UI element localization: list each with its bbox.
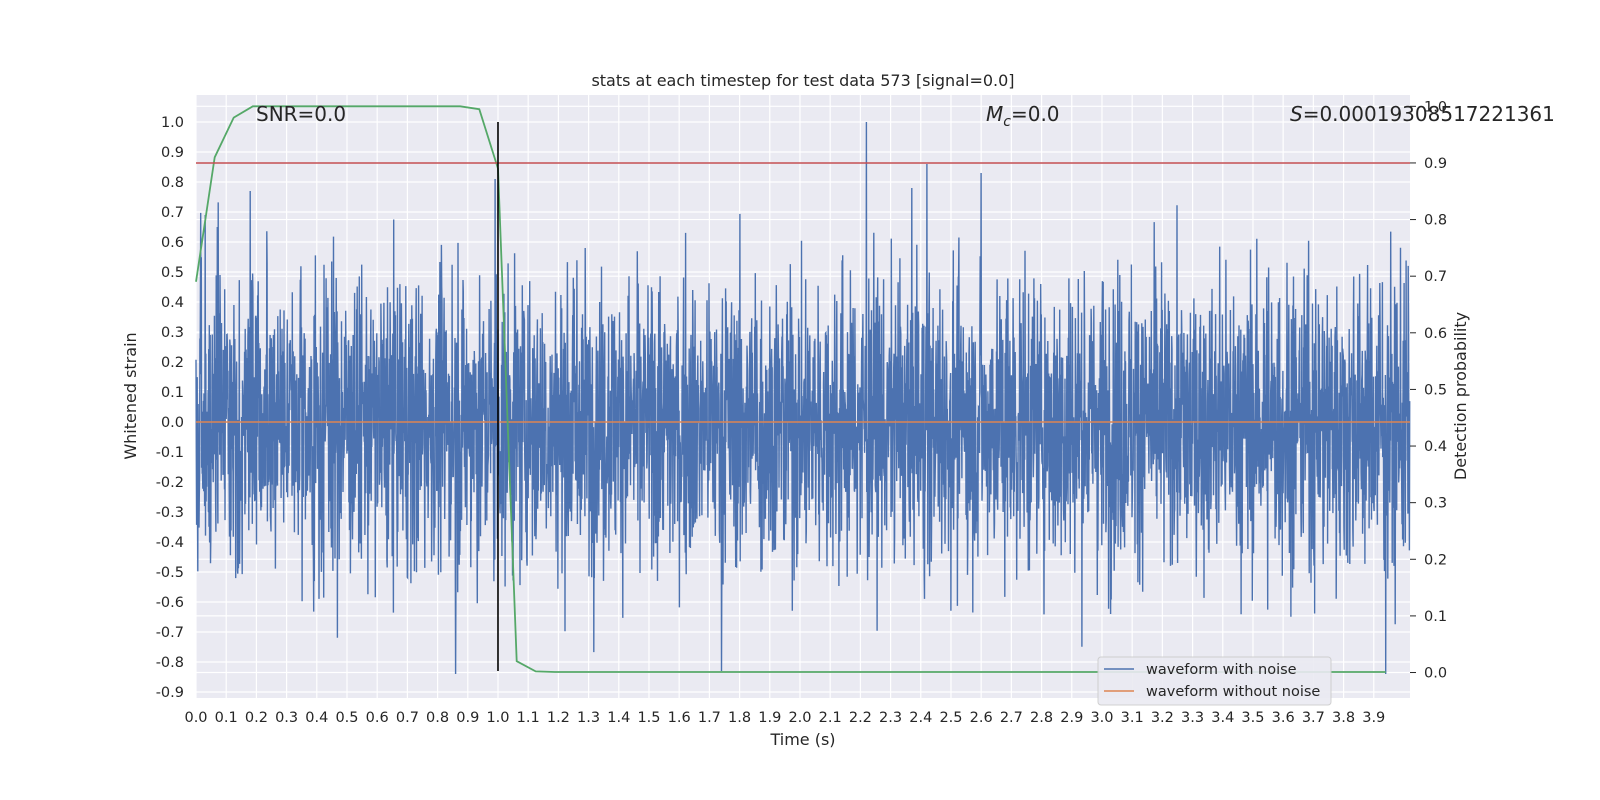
snr-annotation: SNR=0.0 (256, 102, 346, 126)
y2-tick-label: 0.4 (1424, 439, 1447, 455)
y-tick-label: 0.4 (161, 295, 184, 311)
mc-symbol: M (986, 102, 1003, 126)
y2-tick-label: 0.2 (1424, 552, 1447, 568)
y-tick-label: 0.2 (161, 355, 184, 371)
mc-value: =0.0 (1011, 102, 1060, 126)
y2-tick-label: 0.5 (1424, 382, 1447, 398)
s-statistic-annotation: S=0.00019308517221361 (1290, 102, 1555, 126)
x-tick-label: 0.0 (184, 710, 207, 726)
x-tick-label: 3.5 (1241, 710, 1264, 726)
x-tick-label: 2.1 (819, 710, 842, 726)
y2-tick-labels: 0.0 0.1 0.2 0.3 0.4 0.5 0.6 0.7 0.8 0.9 1.0 (1410, 99, 1447, 682)
y-tick-label: -0.2 (156, 475, 184, 491)
x-tick-label: 1.4 (607, 710, 630, 726)
x-tick-label: 0.2 (245, 710, 268, 726)
x-tick-labels: 0.0 0.1 0.2 0.3 0.4 0.5 0.6 0.7 0.8 0.9 1.0 1.1 1.2 1… (184, 710, 1385, 726)
x-tick-label: 1.6 (668, 710, 691, 726)
x-tick-label: 2.3 (879, 710, 902, 726)
y-tick-label: -0.5 (156, 565, 184, 581)
x-tick-label: 0.8 (426, 710, 449, 726)
x-tick-label: 1.0 (486, 710, 509, 726)
y-tick-label: 0.6 (161, 235, 184, 251)
y-tick-label: -0.1 (156, 445, 184, 461)
y-tick-label: 0.0 (161, 415, 184, 431)
x-tick-label: 3.7 (1302, 710, 1325, 726)
y-tick-label: -0.3 (156, 505, 184, 521)
x-tick-label: 0.6 (366, 710, 389, 726)
x-tick-label: 1.9 (758, 710, 781, 726)
y-tick-label: 0.3 (161, 325, 184, 341)
x-tick-label: 1.8 (728, 710, 751, 726)
x-tick-label: 2.5 (939, 710, 962, 726)
x-tick-label: 2.0 (788, 710, 811, 726)
x-tick-label: 0.9 (456, 710, 479, 726)
y-tick-label: 0.5 (161, 265, 184, 281)
y-tick-label: -0.7 (156, 625, 184, 641)
s-value: =0.00019308517221361 (1303, 102, 1555, 126)
x-tick-label: 2.6 (970, 710, 993, 726)
x-tick-label: 1.3 (577, 710, 600, 726)
x-tick-label: 3.0 (1090, 710, 1113, 726)
mc-subscript: c (1003, 114, 1011, 130)
x-tick-label: 0.1 (215, 710, 238, 726)
y-tick-label: 0.7 (161, 205, 184, 221)
y-tick-label: 1.0 (161, 115, 184, 131)
y2-tick-label: 0.6 (1424, 326, 1447, 342)
y2-tick-label: 0.7 (1424, 269, 1447, 285)
y-tick-label: 0.8 (161, 175, 184, 191)
x-tick-label: 1.7 (698, 710, 721, 726)
x-tick-label: 1.1 (517, 710, 540, 726)
x-tick-label: 3.2 (1151, 710, 1174, 726)
x-tick-label: 2.2 (849, 710, 872, 726)
x-tick-label: 0.3 (275, 710, 298, 726)
x-tick-label: 2.8 (1030, 710, 1053, 726)
x-tick-label: 3.4 (1211, 710, 1234, 726)
x-tick-label: 3.6 (1272, 710, 1295, 726)
y-tick-label: -0.9 (156, 685, 184, 701)
x-axis-label: Time (s) (769, 730, 835, 749)
reference-lines (196, 122, 1410, 671)
chirp-mass-annotation: Mc=0.0 (986, 102, 1060, 130)
y-tick-label: -0.8 (156, 655, 184, 671)
y2-tick-label: 0.3 (1424, 496, 1447, 512)
legend-label-clean: waveform without noise (1146, 684, 1320, 700)
y2-tick-label: 0.1 (1424, 609, 1447, 625)
x-tick-label: 3.9 (1362, 710, 1385, 726)
legend-label-noise: waveform with noise (1146, 662, 1297, 678)
y-tick-label: -0.4 (156, 535, 184, 551)
x-tick-label: 0.7 (396, 710, 419, 726)
x-tick-label: 3.8 (1332, 710, 1355, 726)
y-tick-labels: -0.9 -0.8 -0.7 -0.6 -0.5 -0.4 -0.3 -0.2 -0.1 0.0 0… (156, 115, 184, 701)
y2-tick-label: 0.0 (1424, 666, 1447, 682)
x-tick-label: 3.1 (1121, 710, 1144, 726)
y-tick-label: 0.9 (161, 145, 184, 161)
x-tick-label: 1.2 (547, 710, 570, 726)
y2-tick-label: 0.8 (1424, 213, 1447, 229)
y-tick-label: -0.6 (156, 595, 184, 611)
s-symbol: S (1290, 102, 1303, 126)
legend-box (1097, 656, 1332, 706)
series-waveform-with-noise (195, 121, 1411, 675)
y-axis-label: Whitened strain (121, 332, 140, 459)
x-tick-label: 2.4 (909, 710, 932, 726)
chart-title: stats at each timestep for test data 573… (591, 71, 1014, 90)
y-tick-label: 0.1 (161, 385, 184, 401)
x-tick-label: 0.5 (335, 710, 358, 726)
legend: waveform with noise waveform without noi… (1097, 656, 1332, 706)
x-tick-label: 2.7 (1000, 710, 1023, 726)
x-tick-label: 3.3 (1181, 710, 1204, 726)
x-tick-label: 0.4 (305, 710, 328, 726)
y2-axis-label: Detection probability (1451, 312, 1470, 480)
x-tick-label: 1.5 (637, 710, 660, 726)
x-tick-label: 2.9 (1060, 710, 1083, 726)
y2-tick-label: 1.0 (1424, 99, 1447, 115)
y2-tick-label: 0.9 (1424, 156, 1447, 172)
